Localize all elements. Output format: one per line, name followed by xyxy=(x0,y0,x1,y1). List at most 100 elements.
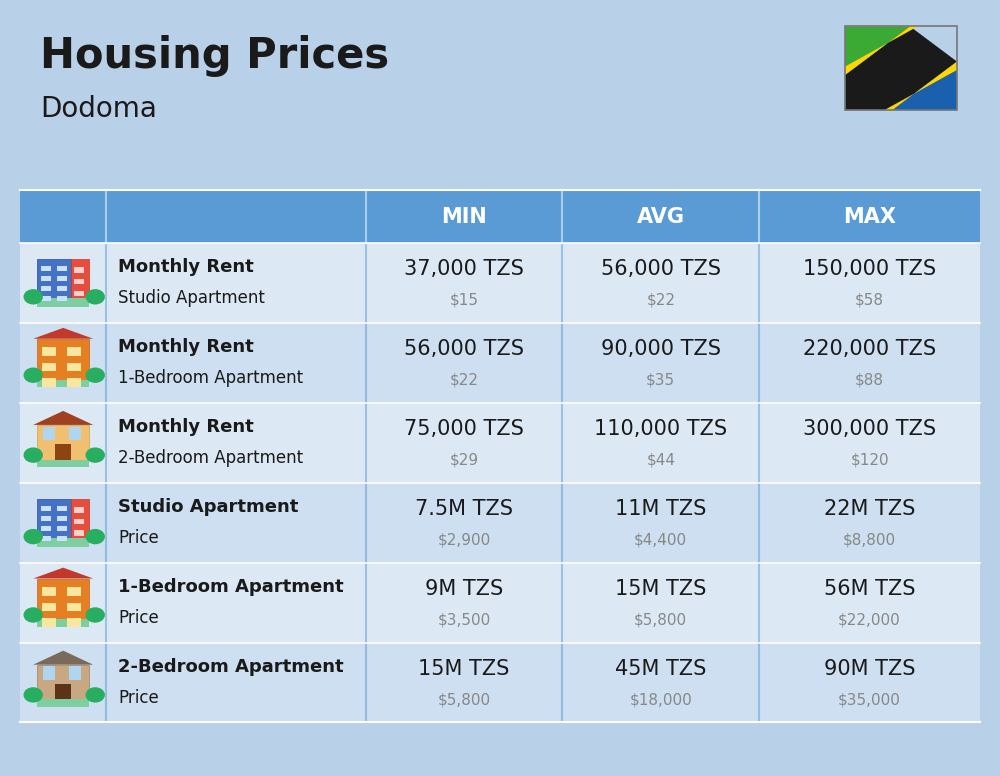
Text: $88: $88 xyxy=(855,372,884,387)
FancyBboxPatch shape xyxy=(67,348,81,355)
Circle shape xyxy=(86,369,104,382)
Circle shape xyxy=(86,688,104,702)
FancyBboxPatch shape xyxy=(57,515,67,521)
Text: Price: Price xyxy=(118,609,159,627)
FancyBboxPatch shape xyxy=(67,363,81,372)
Circle shape xyxy=(86,289,104,303)
Polygon shape xyxy=(33,327,93,338)
FancyBboxPatch shape xyxy=(42,379,56,387)
Text: 11M TZS: 11M TZS xyxy=(615,499,706,518)
FancyBboxPatch shape xyxy=(57,276,67,282)
Text: Monthly Rent: Monthly Rent xyxy=(118,338,254,356)
Polygon shape xyxy=(33,567,93,578)
FancyBboxPatch shape xyxy=(74,279,84,285)
FancyBboxPatch shape xyxy=(57,296,67,302)
Text: $5,800: $5,800 xyxy=(437,692,491,707)
Text: 220,000 TZS: 220,000 TZS xyxy=(803,339,936,359)
Text: MAX: MAX xyxy=(843,206,896,227)
FancyBboxPatch shape xyxy=(37,699,89,706)
Text: $22,000: $22,000 xyxy=(838,612,901,627)
Text: 150,000 TZS: 150,000 TZS xyxy=(803,259,936,279)
Polygon shape xyxy=(845,26,918,75)
FancyBboxPatch shape xyxy=(20,243,980,323)
FancyBboxPatch shape xyxy=(74,508,84,512)
Text: MIN: MIN xyxy=(441,206,487,227)
Polygon shape xyxy=(845,26,910,75)
Text: $35: $35 xyxy=(646,372,675,387)
FancyBboxPatch shape xyxy=(41,526,51,531)
FancyBboxPatch shape xyxy=(69,667,81,681)
Circle shape xyxy=(24,369,42,382)
Text: 15M TZS: 15M TZS xyxy=(615,579,706,598)
FancyBboxPatch shape xyxy=(74,518,84,525)
Text: Monthly Rent: Monthly Rent xyxy=(118,418,254,436)
FancyBboxPatch shape xyxy=(37,578,89,619)
Circle shape xyxy=(24,608,42,622)
FancyBboxPatch shape xyxy=(20,483,980,563)
Text: Price: Price xyxy=(118,689,159,707)
Polygon shape xyxy=(892,61,957,110)
Polygon shape xyxy=(845,26,957,110)
FancyBboxPatch shape xyxy=(41,515,51,521)
FancyBboxPatch shape xyxy=(20,323,980,403)
FancyBboxPatch shape xyxy=(37,538,89,546)
Text: Dodoma: Dodoma xyxy=(40,95,157,123)
Circle shape xyxy=(24,448,42,462)
FancyBboxPatch shape xyxy=(41,535,51,541)
FancyBboxPatch shape xyxy=(41,265,51,272)
Text: Price: Price xyxy=(118,529,159,547)
Text: $4,400: $4,400 xyxy=(634,532,687,547)
Polygon shape xyxy=(33,411,93,425)
FancyBboxPatch shape xyxy=(37,425,89,459)
Text: 56,000 TZS: 56,000 TZS xyxy=(601,259,721,279)
Text: 110,000 TZS: 110,000 TZS xyxy=(594,419,727,438)
Text: 75,000 TZS: 75,000 TZS xyxy=(404,419,524,438)
FancyBboxPatch shape xyxy=(41,296,51,302)
FancyBboxPatch shape xyxy=(55,684,71,699)
FancyBboxPatch shape xyxy=(37,619,89,627)
Polygon shape xyxy=(33,650,93,665)
Text: 90,000 TZS: 90,000 TZS xyxy=(601,339,721,359)
Text: 2-Bedroom Apartment: 2-Bedroom Apartment xyxy=(118,449,304,467)
Text: 15M TZS: 15M TZS xyxy=(418,659,510,678)
Text: Studio Apartment: Studio Apartment xyxy=(118,289,265,307)
Text: $15: $15 xyxy=(449,293,478,307)
Circle shape xyxy=(24,529,42,543)
Text: 1-Bedroom Apartment: 1-Bedroom Apartment xyxy=(118,578,344,596)
FancyBboxPatch shape xyxy=(42,587,56,596)
Text: $22: $22 xyxy=(449,372,478,387)
Circle shape xyxy=(86,608,104,622)
FancyBboxPatch shape xyxy=(37,259,71,298)
FancyBboxPatch shape xyxy=(20,190,980,243)
Text: $58: $58 xyxy=(855,293,884,307)
FancyBboxPatch shape xyxy=(20,403,980,483)
FancyBboxPatch shape xyxy=(74,291,84,296)
Text: 1-Bedroom Apartment: 1-Bedroom Apartment xyxy=(118,369,304,387)
FancyBboxPatch shape xyxy=(20,643,980,722)
Circle shape xyxy=(24,289,42,303)
FancyBboxPatch shape xyxy=(37,498,71,538)
Text: $3,500: $3,500 xyxy=(437,612,491,627)
FancyBboxPatch shape xyxy=(37,379,89,386)
FancyBboxPatch shape xyxy=(42,618,56,627)
FancyBboxPatch shape xyxy=(42,348,56,355)
FancyBboxPatch shape xyxy=(55,444,71,459)
Text: $8,800: $8,800 xyxy=(843,532,896,547)
FancyBboxPatch shape xyxy=(42,602,56,611)
FancyBboxPatch shape xyxy=(37,338,89,379)
FancyBboxPatch shape xyxy=(43,667,55,681)
FancyBboxPatch shape xyxy=(67,379,81,387)
FancyBboxPatch shape xyxy=(71,259,89,298)
Text: $29: $29 xyxy=(449,452,479,467)
FancyBboxPatch shape xyxy=(41,506,51,511)
FancyBboxPatch shape xyxy=(37,298,89,307)
FancyBboxPatch shape xyxy=(57,535,67,541)
FancyBboxPatch shape xyxy=(57,265,67,272)
Text: 300,000 TZS: 300,000 TZS xyxy=(803,419,936,438)
Text: AVG: AVG xyxy=(637,206,685,227)
Circle shape xyxy=(86,448,104,462)
Circle shape xyxy=(86,529,104,543)
FancyBboxPatch shape xyxy=(57,526,67,531)
Text: 2-Bedroom Apartment: 2-Bedroom Apartment xyxy=(118,658,344,676)
Text: Studio Apartment: Studio Apartment xyxy=(118,498,299,516)
